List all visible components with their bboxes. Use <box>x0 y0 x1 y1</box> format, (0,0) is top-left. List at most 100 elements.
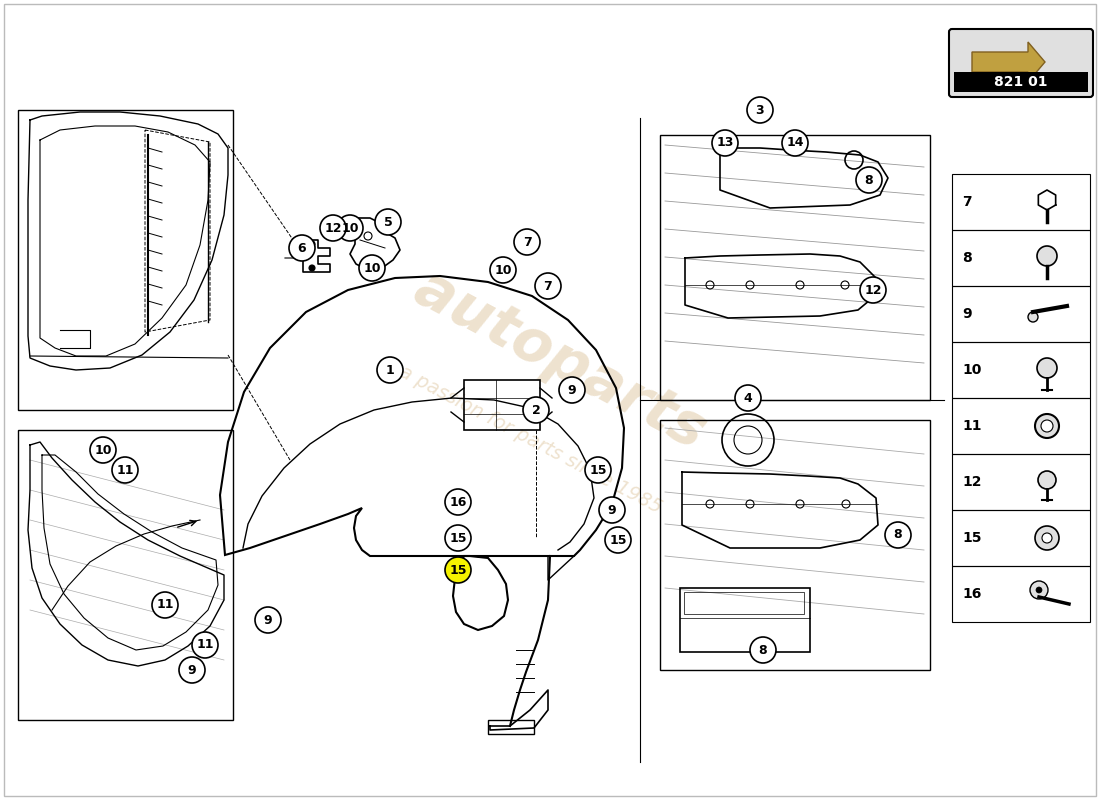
Circle shape <box>559 377 585 403</box>
Bar <box>952 342 1090 398</box>
Circle shape <box>886 522 911 548</box>
Text: 16: 16 <box>962 587 981 601</box>
Circle shape <box>522 397 549 423</box>
Bar <box>952 174 1090 230</box>
Circle shape <box>600 497 625 523</box>
Text: 14: 14 <box>786 137 804 150</box>
Bar <box>464 380 540 430</box>
Text: 7: 7 <box>522 235 531 249</box>
Circle shape <box>359 255 385 281</box>
Text: 8: 8 <box>759 643 768 657</box>
Circle shape <box>1035 414 1059 438</box>
Circle shape <box>377 357 403 383</box>
Circle shape <box>192 632 218 658</box>
Circle shape <box>605 527 631 553</box>
Bar <box>952 230 1090 286</box>
Text: 7: 7 <box>543 279 552 293</box>
Circle shape <box>320 215 346 241</box>
Text: 10: 10 <box>962 363 981 377</box>
Bar <box>952 286 1090 342</box>
Circle shape <box>782 130 808 156</box>
Bar <box>680 588 810 652</box>
Circle shape <box>446 557 471 583</box>
Text: 11: 11 <box>117 463 134 477</box>
Text: 15: 15 <box>962 531 981 545</box>
Text: 7: 7 <box>962 195 971 209</box>
Bar <box>952 510 1090 566</box>
Circle shape <box>750 637 776 663</box>
Text: 1: 1 <box>386 363 395 377</box>
Circle shape <box>585 457 611 483</box>
Text: 13: 13 <box>716 137 734 150</box>
Text: 10: 10 <box>95 443 112 457</box>
FancyBboxPatch shape <box>949 29 1093 97</box>
Circle shape <box>1042 533 1052 543</box>
Text: 6: 6 <box>298 242 306 254</box>
Text: 9: 9 <box>264 614 273 626</box>
Bar <box>660 135 930 400</box>
Circle shape <box>1036 587 1042 593</box>
Circle shape <box>309 265 315 271</box>
Bar <box>952 566 1090 622</box>
Text: 12: 12 <box>962 475 981 489</box>
Text: 15: 15 <box>449 563 466 577</box>
Text: 4: 4 <box>744 391 752 405</box>
Text: 16: 16 <box>449 495 466 509</box>
Circle shape <box>860 277 886 303</box>
Text: 15: 15 <box>609 534 627 546</box>
Text: 8: 8 <box>962 251 971 265</box>
Circle shape <box>535 273 561 299</box>
Text: 8: 8 <box>865 174 873 186</box>
Bar <box>952 454 1090 510</box>
Text: 11: 11 <box>156 598 174 611</box>
Polygon shape <box>972 42 1045 82</box>
Circle shape <box>179 657 205 683</box>
Bar <box>684 592 804 614</box>
Circle shape <box>490 257 516 283</box>
Text: 9: 9 <box>962 307 971 321</box>
Circle shape <box>1035 526 1059 550</box>
Circle shape <box>735 385 761 411</box>
Bar <box>660 420 930 670</box>
Text: 9: 9 <box>568 383 576 397</box>
Text: 8: 8 <box>893 529 902 542</box>
Circle shape <box>112 457 138 483</box>
Circle shape <box>514 229 540 255</box>
Circle shape <box>289 235 315 261</box>
Bar <box>18 110 233 410</box>
Circle shape <box>1028 312 1038 322</box>
Circle shape <box>1037 358 1057 378</box>
Circle shape <box>309 241 315 247</box>
Text: autoparts: autoparts <box>405 259 715 461</box>
Circle shape <box>856 167 882 193</box>
Circle shape <box>1037 246 1057 266</box>
Circle shape <box>375 209 402 235</box>
Text: 10: 10 <box>494 263 512 277</box>
Text: a passion for parts since 1985: a passion for parts since 1985 <box>396 362 664 518</box>
Text: 11: 11 <box>196 638 213 651</box>
Circle shape <box>90 437 116 463</box>
Text: 14: 14 <box>786 135 801 149</box>
Bar <box>18 430 233 720</box>
Text: 10: 10 <box>363 262 381 274</box>
Circle shape <box>337 215 363 241</box>
Circle shape <box>255 607 280 633</box>
Circle shape <box>446 489 471 515</box>
Text: 13: 13 <box>715 135 730 149</box>
Text: 3: 3 <box>756 103 764 117</box>
Bar <box>488 720 534 734</box>
Text: 5: 5 <box>384 215 393 229</box>
Circle shape <box>446 525 471 551</box>
Text: 15: 15 <box>590 463 607 477</box>
Circle shape <box>1030 581 1048 599</box>
Circle shape <box>152 592 178 618</box>
Circle shape <box>1038 471 1056 489</box>
Circle shape <box>1041 420 1053 432</box>
Text: 821 01: 821 01 <box>994 75 1047 89</box>
Text: 12: 12 <box>324 222 342 234</box>
Bar <box>952 398 1090 454</box>
Text: 10: 10 <box>341 222 359 234</box>
Text: 9: 9 <box>188 663 196 677</box>
Text: 12: 12 <box>865 283 882 297</box>
Text: 11: 11 <box>962 419 981 433</box>
